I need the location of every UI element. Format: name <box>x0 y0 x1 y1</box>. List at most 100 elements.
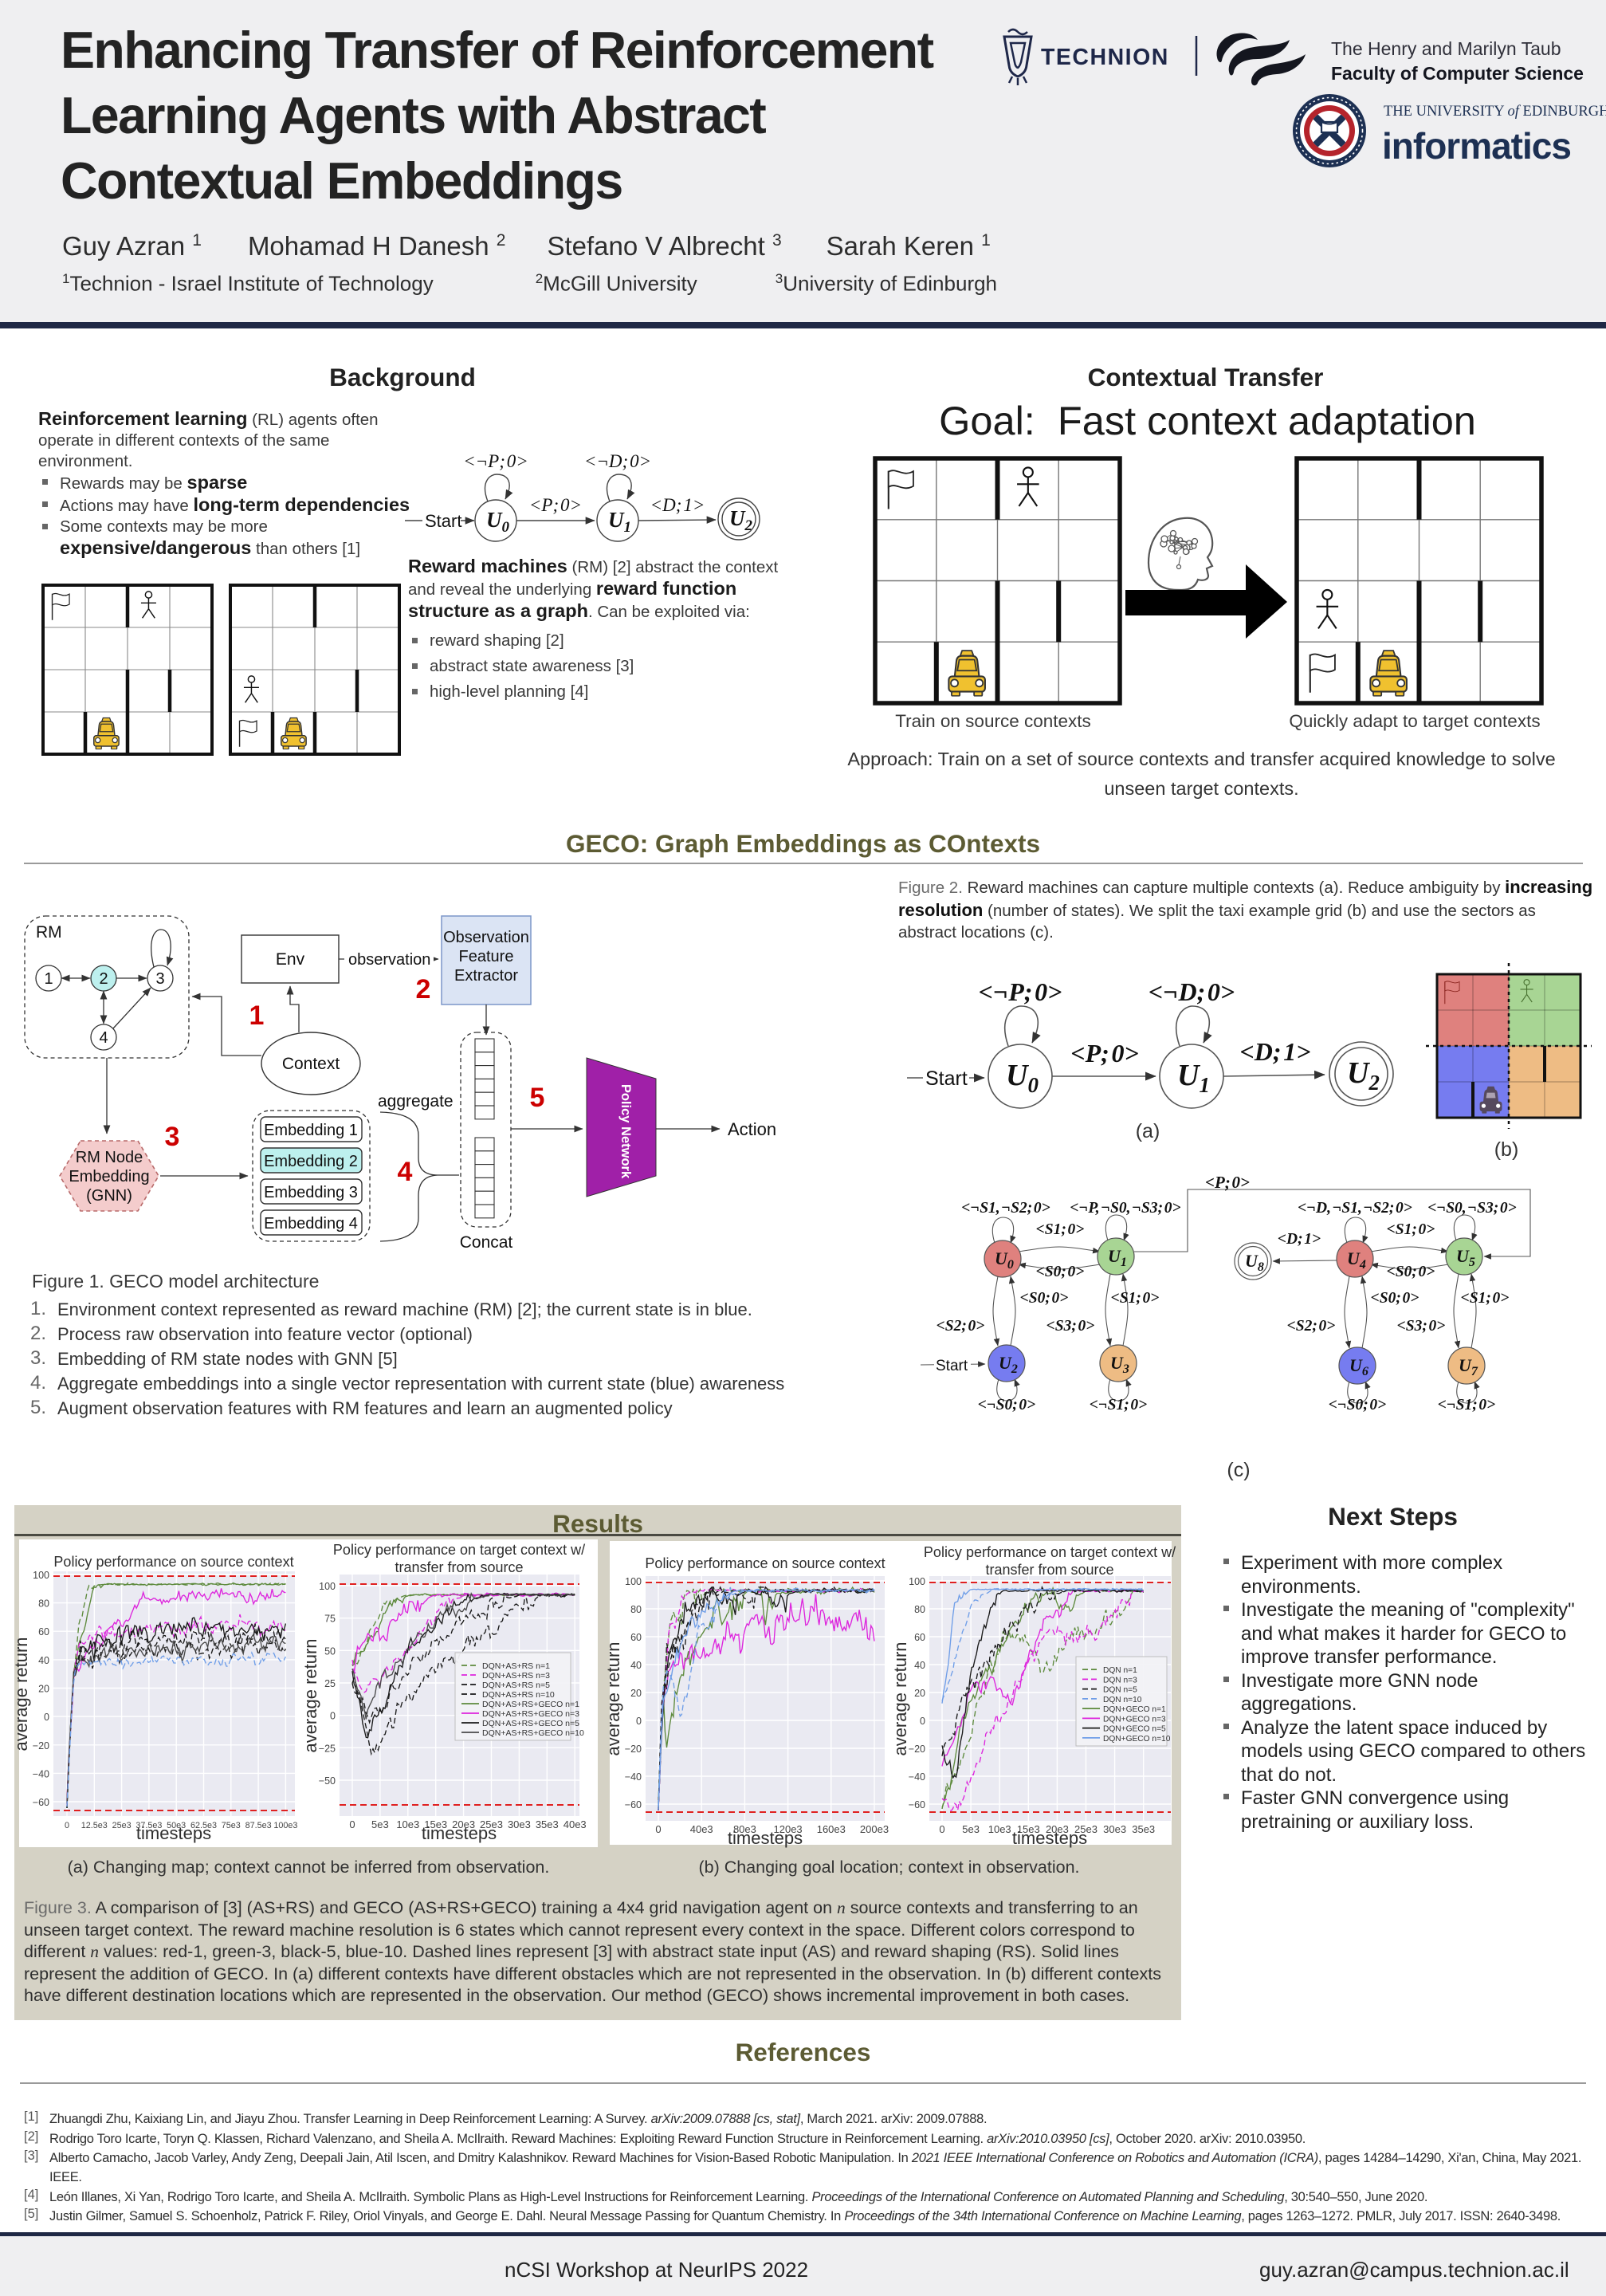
svg-text:<S2; 0>: <S2; 0> <box>937 1318 985 1335</box>
svg-text:30e3: 30e3 <box>1103 1823 1126 1835</box>
svg-text:80: 80 <box>630 1604 642 1615</box>
svg-text:DQN+AS+RS n=3: DQN+AS+RS n=3 <box>482 1671 550 1681</box>
svg-text:U2: U2 <box>1347 1056 1380 1095</box>
svg-text:Policy performance on source c: Policy performance on source context <box>645 1555 885 1571</box>
svg-text:100: 100 <box>909 1576 925 1587</box>
svg-text:40e3: 40e3 <box>563 1818 587 1830</box>
svg-text:5: 5 <box>530 1083 545 1113</box>
svg-text:Extractor: Extractor <box>454 967 518 985</box>
svg-text:12.5e3: 12.5e3 <box>81 1821 108 1830</box>
svg-text:<S1; 0>: <S1; 0> <box>1036 1221 1085 1238</box>
svg-text:<¬S1; 0>: <¬S1; 0> <box>1438 1397 1496 1413</box>
svg-text:average return: average return <box>11 1637 31 1751</box>
svg-text:75: 75 <box>324 1614 336 1625</box>
svg-text:Embedding 3: Embedding 3 <box>264 1184 358 1201</box>
svg-text:20e3: 20e3 <box>1046 1823 1069 1835</box>
svg-text:2: 2 <box>416 974 431 1005</box>
svg-text:25e3: 25e3 <box>112 1821 132 1830</box>
svg-text:U0: U0 <box>1006 1059 1039 1097</box>
svg-text:0: 0 <box>65 1821 69 1830</box>
svg-text:100: 100 <box>319 1581 336 1592</box>
svg-text:10e3: 10e3 <box>988 1823 1011 1835</box>
svg-text:30e3: 30e3 <box>508 1818 531 1830</box>
svg-text:<S0; 0>: <S0; 0> <box>1387 1264 1435 1280</box>
svg-text:−40: −40 <box>625 1771 642 1783</box>
svg-text:35e3: 35e3 <box>536 1818 559 1830</box>
svg-text:Context: Context <box>282 1055 340 1073</box>
svg-text:DQN n=1: DQN n=1 <box>1103 1666 1137 1675</box>
svg-text:DQN+AS+RS+GECO n=3: DQN+AS+RS+GECO n=3 <box>482 1709 579 1719</box>
svg-text:average return: average return <box>300 1638 320 1752</box>
svg-text:<¬D; 0>: <¬D; 0> <box>584 451 651 471</box>
svg-text:Action: Action <box>728 1119 776 1139</box>
svg-text:25: 25 <box>324 1678 336 1689</box>
svg-text:<S3; 0>: <S3; 0> <box>1397 1318 1446 1335</box>
svg-text:DQN n=5: DQN n=5 <box>1103 1686 1137 1695</box>
svg-text:U0: U0 <box>486 508 510 536</box>
svg-text:<¬S0; 0>: <¬S0; 0> <box>978 1397 1036 1413</box>
svg-text:timesteps: timesteps <box>422 1823 497 1843</box>
svg-text:Policy performance on target c: Policy performance on target context w/ <box>333 1542 585 1558</box>
svg-text:<P; 0>: <P; 0> <box>1070 1039 1138 1067</box>
svg-text:Faculty of Computer Science: Faculty of Computer Science <box>1331 63 1584 84</box>
svg-text:DQN+AS+RS n=1: DQN+AS+RS n=1 <box>482 1661 550 1671</box>
svg-text:35e3: 35e3 <box>1132 1823 1155 1835</box>
svg-text:−50: −50 <box>319 1775 336 1787</box>
svg-text:62.5e3: 62.5e3 <box>190 1821 217 1830</box>
svg-text:THE UNIVERSITY of EDINBURGH: THE UNIVERSITY of EDINBURGH <box>1384 104 1606 120</box>
svg-text:4: 4 <box>398 1157 413 1187</box>
svg-text:<S0; 0>: <S0; 0> <box>1020 1290 1069 1307</box>
svg-text:100: 100 <box>33 1570 49 1581</box>
svg-text:40: 40 <box>38 1655 49 1666</box>
svg-text:DQN+AS+RS+GECO n=5: DQN+AS+RS+GECO n=5 <box>482 1719 579 1728</box>
svg-text:<S1; 0>: <S1; 0> <box>1111 1290 1160 1307</box>
svg-text:80: 80 <box>914 1604 925 1615</box>
svg-text:160e3: 160e3 <box>817 1823 846 1835</box>
svg-text:<¬D, ¬S1, ¬S2; 0>: <¬D, ¬S1, ¬S2; 0> <box>1298 1200 1412 1217</box>
svg-text:DQN n=10: DQN n=10 <box>1103 1696 1142 1704</box>
svg-text:RM: RM <box>36 923 62 942</box>
svg-text:100: 100 <box>625 1576 642 1587</box>
svg-text:1: 1 <box>44 970 53 988</box>
svg-text:DQN+AS+RS+GECO n=10: DQN+AS+RS+GECO n=10 <box>482 1728 584 1738</box>
svg-text:<S0; 0>: <S0; 0> <box>1036 1264 1085 1280</box>
svg-text:20: 20 <box>914 1688 925 1699</box>
svg-text:20: 20 <box>630 1688 642 1699</box>
svg-text:Policy performance on target c: Policy performance on target context w/ <box>924 1544 1176 1560</box>
svg-text:4: 4 <box>99 1029 108 1047</box>
svg-text:Feature: Feature <box>459 948 514 965</box>
svg-text:<¬D; 0>: <¬D; 0> <box>1149 977 1235 1006</box>
svg-text:0: 0 <box>349 1818 355 1830</box>
svg-text:−60: −60 <box>33 1797 49 1808</box>
svg-text:−40: −40 <box>909 1771 925 1783</box>
svg-text:0: 0 <box>939 1823 944 1835</box>
svg-text:60: 60 <box>630 1632 642 1643</box>
svg-text:80: 80 <box>38 1598 49 1610</box>
svg-text:<¬S1; 0>: <¬S1; 0> <box>1090 1397 1148 1413</box>
svg-text:80e3: 80e3 <box>733 1823 756 1835</box>
svg-text:DQN n=3: DQN n=3 <box>1103 1676 1137 1685</box>
svg-text:<S1; 0>: <S1; 0> <box>1387 1221 1435 1238</box>
svg-text:U1: U1 <box>608 508 631 536</box>
svg-text:50e3: 50e3 <box>167 1821 186 1830</box>
svg-text:transfer from source: transfer from source <box>395 1559 523 1575</box>
svg-text:50: 50 <box>324 1645 336 1657</box>
svg-text:Embedding: Embedding <box>69 1168 149 1185</box>
svg-text:120e3: 120e3 <box>774 1823 803 1835</box>
svg-text:3: 3 <box>165 1122 180 1152</box>
svg-text:60: 60 <box>38 1626 49 1637</box>
svg-text:DQN+GECO n=1: DQN+GECO n=1 <box>1103 1705 1166 1714</box>
svg-text:−40: −40 <box>33 1768 49 1779</box>
svg-text:1: 1 <box>249 1001 265 1031</box>
svg-text:<¬S1, ¬S2; 0>: <¬S1, ¬S2; 0> <box>961 1200 1050 1217</box>
svg-text:<D; 1>: <D; 1> <box>1240 1037 1311 1066</box>
svg-text:0: 0 <box>330 1711 336 1722</box>
svg-text:200e3: 200e3 <box>860 1823 889 1835</box>
svg-text:average return: average return <box>890 1641 910 1755</box>
svg-text:DQN+AS+RS n=5: DQN+AS+RS n=5 <box>482 1681 550 1690</box>
svg-text:−20: −20 <box>33 1740 49 1751</box>
svg-text:75e3: 75e3 <box>222 1821 241 1830</box>
svg-text:60: 60 <box>914 1632 925 1643</box>
svg-text:0: 0 <box>44 1712 49 1723</box>
svg-text:15e3: 15e3 <box>424 1818 447 1830</box>
